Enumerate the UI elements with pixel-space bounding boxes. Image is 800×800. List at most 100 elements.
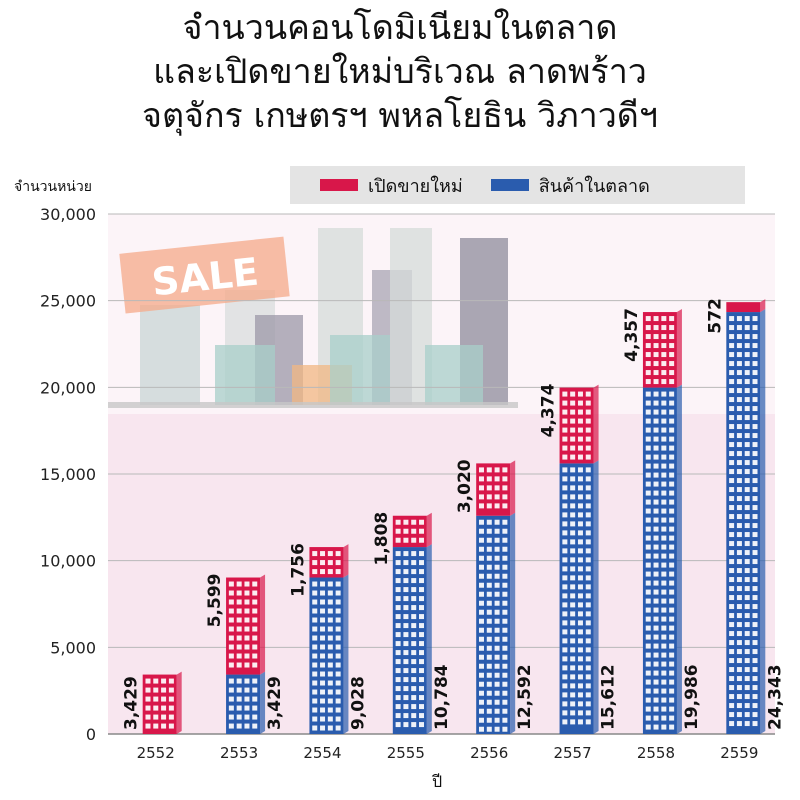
x-tick-label: 2555 (387, 744, 425, 762)
bar-window (236, 644, 242, 650)
bar-window (653, 544, 659, 550)
bar-window (752, 334, 758, 340)
bar-window (744, 577, 750, 583)
bar-window (577, 710, 583, 716)
bar-window (752, 541, 758, 547)
bar-window (585, 485, 591, 491)
bar-window (411, 623, 417, 629)
bar-window (228, 644, 234, 650)
bar-window (327, 644, 333, 650)
bar-window (661, 499, 667, 505)
bar-window (661, 643, 667, 649)
bar-market-2557 (559, 463, 594, 734)
y-tick-label: 5,000 (50, 638, 96, 657)
bar-window (744, 334, 750, 340)
bar-window (403, 722, 409, 728)
bar-window (585, 409, 591, 415)
bar-window (744, 424, 750, 430)
bar-window (252, 705, 258, 711)
bar-window (645, 379, 651, 385)
bar-window (320, 635, 326, 641)
bar-window (661, 535, 667, 541)
bar-window (478, 519, 484, 525)
bar-window (744, 505, 750, 511)
bar-window (585, 656, 591, 662)
bar-window (478, 600, 484, 606)
bar-window (494, 546, 500, 552)
bar-window (653, 361, 659, 367)
bar-window (577, 611, 583, 617)
bar-window (577, 521, 583, 527)
bar-window (661, 316, 667, 322)
data-label-new-sale: 3,020 (455, 459, 475, 513)
bar-market-2555-side (426, 544, 432, 734)
bar-window (669, 325, 675, 331)
bar-window (752, 532, 758, 538)
bar-window (653, 427, 659, 433)
bar-window (478, 636, 484, 642)
bar-window (585, 719, 591, 725)
bar-window (478, 564, 484, 570)
bar-window (645, 343, 651, 349)
bar-window (669, 697, 675, 703)
bar-window (653, 445, 659, 451)
bar-window (577, 602, 583, 608)
bar-window (244, 590, 250, 596)
bar-window (395, 569, 401, 575)
bar-window (653, 379, 659, 385)
bar-window (744, 622, 750, 628)
bar-window (736, 514, 742, 520)
bar-window (494, 690, 500, 696)
bar-window (411, 519, 417, 525)
bar-window (752, 379, 758, 385)
bar-window (145, 705, 151, 711)
bar-window (419, 668, 425, 674)
bar-window (228, 696, 234, 702)
bar-window (562, 427, 568, 433)
bar-window (645, 391, 651, 397)
deco-house-1 (215, 345, 275, 405)
bar-window (729, 505, 735, 511)
bar-window (669, 580, 675, 586)
bar-window (577, 436, 583, 442)
bar-window (577, 427, 583, 433)
bar-window (494, 494, 500, 500)
bar-window (669, 334, 675, 340)
bar-window (585, 575, 591, 581)
bar-window (729, 370, 735, 376)
bar-window (669, 625, 675, 631)
bar-window (562, 400, 568, 406)
bar-window (252, 653, 258, 659)
bar-window (645, 472, 651, 478)
bar-window (729, 568, 735, 574)
bar-window (335, 653, 341, 659)
bar-window (395, 623, 401, 629)
bar-window (502, 582, 508, 588)
bar-window (335, 626, 341, 632)
x-tick-label: 2552 (137, 744, 175, 762)
bar-window (419, 587, 425, 593)
x-tick-label: 2557 (553, 744, 591, 762)
bar-window (645, 409, 651, 415)
bar-window (411, 578, 417, 584)
bar-window (585, 602, 591, 608)
bar-window (577, 530, 583, 536)
bar-window (736, 424, 742, 430)
bar-window (478, 609, 484, 615)
bar-window (669, 562, 675, 568)
bar-window (236, 590, 242, 596)
bar-window (736, 316, 742, 322)
bar-window (570, 436, 576, 442)
bar-window (736, 442, 742, 448)
bar-window (577, 674, 583, 680)
bar-window (161, 687, 167, 693)
bar-window (729, 487, 735, 493)
bar-window (312, 716, 318, 722)
bar-window (335, 635, 341, 641)
bar-window (320, 653, 326, 659)
bar-window (478, 708, 484, 714)
bar-window (729, 676, 735, 682)
bar-window (494, 627, 500, 633)
bar-window (161, 714, 167, 720)
bar-window (736, 622, 742, 628)
